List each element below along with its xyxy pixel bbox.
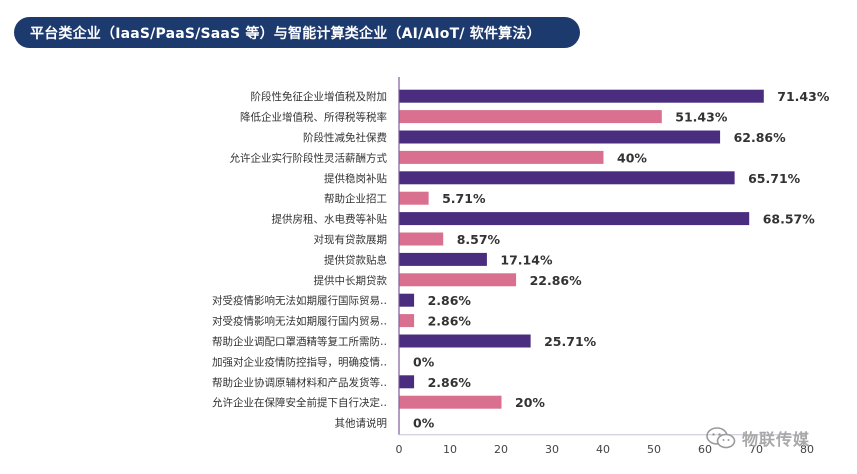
x-tick-label: 40 (596, 443, 610, 456)
bar (399, 130, 721, 144)
title-banner: 平台类企业（IaaS/PaaS/SaaS 等）与智能计算类企业（AI/AIoT/… (14, 17, 580, 48)
data-label: 0% (413, 354, 435, 369)
category-label: 对受疫情影响无法如期履行国际贸易‥ (212, 294, 387, 307)
data-label: 20% (515, 395, 545, 410)
data-label: 17.14% (500, 252, 553, 267)
chart-title: 平台类企业（IaaS/PaaS/SaaS 等）与智能计算类企业（AI/AIoT/… (30, 25, 541, 42)
bar (399, 212, 750, 226)
category-label: 帮助企业招工 (324, 192, 387, 205)
bar (399, 191, 429, 205)
category-label: 对受疫情影响无法如期履行国内贸易‥ (212, 315, 387, 328)
category-label: 提供房租、水电费等补贴 (272, 213, 388, 226)
x-tick-label: 70 (749, 443, 763, 456)
category-label: 帮助企业调配口罩酒精等复工所需防‥ (212, 335, 387, 348)
category-label: 其他请说明 (335, 417, 388, 430)
x-tick-label: 60 (698, 443, 712, 456)
data-label: 22.86% (530, 273, 583, 288)
category-label: 提供稳岗补贴 (324, 172, 387, 185)
category-label: 提供中长期贷款 (314, 274, 388, 287)
watermark-text: 物联传媒 (742, 430, 811, 449)
bar (399, 89, 764, 103)
bar (399, 375, 415, 389)
category-label: 对现有贷款展期 (314, 233, 388, 246)
category-label: 帮助企业协调原辅材料和产品发货等‥ (212, 376, 387, 389)
bar (399, 150, 604, 164)
bar (399, 252, 487, 266)
category-label: 降低企业增值税、所得税等税率 (240, 111, 387, 124)
bar (399, 171, 735, 185)
category-label: 阶段性减免社保费 (303, 131, 387, 144)
bar (399, 314, 415, 328)
category-label: 阶段性免征企业增值税及附加 (251, 90, 388, 103)
data-label: 5.71% (442, 191, 486, 206)
data-label: 51.43% (675, 110, 728, 125)
bar (399, 273, 517, 287)
bar (399, 110, 662, 124)
data-label: 62.86% (734, 130, 787, 145)
bar (399, 334, 531, 348)
data-label: 71.43% (777, 89, 830, 104)
data-label: 40% (617, 150, 647, 165)
x-tick-label: 10 (443, 443, 457, 456)
data-label: 2.86% (428, 314, 472, 329)
category-label: 加强对企业疫情防控指导，明确疫情‥ (212, 355, 387, 368)
data-label: 25.71% (544, 334, 597, 349)
x-tick-label: 50 (647, 443, 661, 456)
bar (399, 293, 415, 307)
x-tick-label: 30 (545, 443, 559, 456)
x-tick-label: 80 (800, 443, 814, 456)
bar (399, 395, 502, 409)
category-label: 允许企业实行阶段性灵活薪酬方式 (230, 151, 388, 164)
data-label: 0% (413, 416, 435, 431)
x-tick-label: 20 (494, 443, 508, 456)
wechat-icon (706, 427, 736, 449)
data-label: 65.71% (748, 171, 801, 186)
x-tick-label: 0 (396, 443, 403, 456)
watermark: 物联传媒 (706, 426, 810, 450)
category-label: 允许企业在保障安全前提下自行决定‥ (212, 396, 387, 409)
data-label: 68.57% (763, 212, 816, 227)
bar (399, 232, 444, 246)
category-label: 提供贷款贴息 (324, 253, 387, 266)
data-label: 2.86% (428, 375, 472, 390)
data-label: 2.86% (428, 293, 472, 308)
data-label: 8.57% (457, 232, 501, 247)
